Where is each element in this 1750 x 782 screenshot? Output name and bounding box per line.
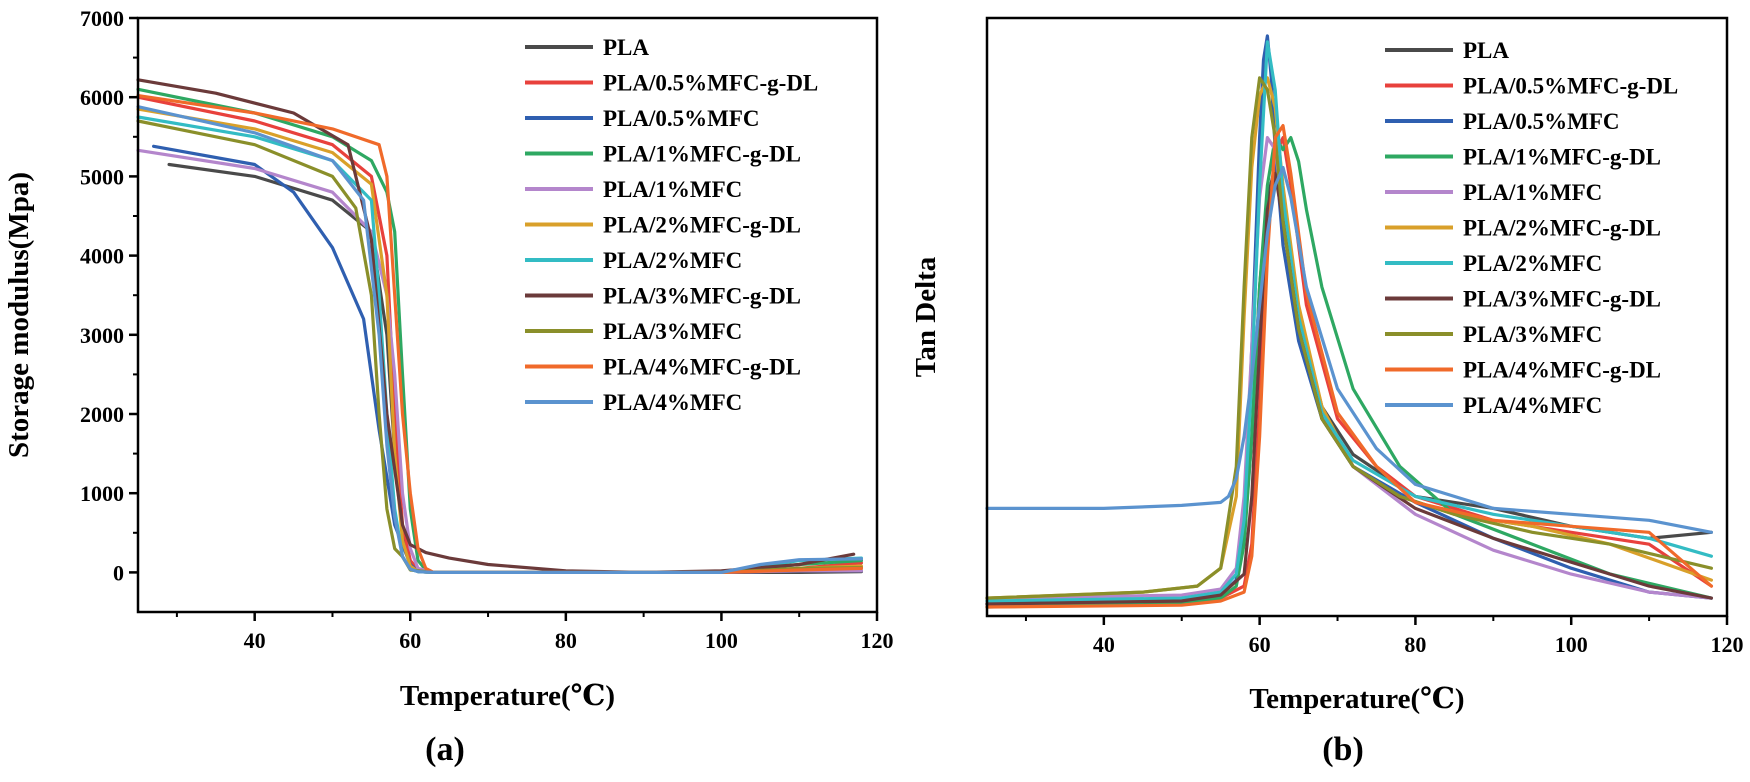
x-axis: 40 60 80 100 120 bbox=[1024, 616, 1744, 657]
legend-label: PLA/1%MFC-g-DL bbox=[603, 142, 801, 167]
legend-label: PLA/4%MFC bbox=[603, 390, 742, 415]
legend-label: PLA/4%MFC bbox=[1463, 393, 1602, 418]
legend-label: PLA/4%MFC-g-DL bbox=[1463, 358, 1661, 383]
y-tick-label: 4000 bbox=[80, 244, 124, 269]
series-lines bbox=[985, 34, 1714, 609]
x-tick-label: 60 bbox=[1249, 632, 1271, 657]
legend-label: PLA/0.5%MFC bbox=[603, 106, 760, 131]
x-tick-label: 100 bbox=[705, 628, 738, 653]
series-line-6 bbox=[985, 40, 1714, 603]
legend-label: PLA/1%MFC-g-DL bbox=[1463, 145, 1661, 170]
series-line-8 bbox=[136, 119, 864, 575]
series-line-9 bbox=[985, 123, 1714, 609]
x-axis-label: Temperature(℃) bbox=[1249, 683, 1464, 715]
legend-label: PLA/0.5%MFC bbox=[1463, 109, 1620, 134]
x-axis: 40 60 80 100 120 bbox=[175, 612, 894, 653]
series-line-10 bbox=[136, 105, 864, 575]
series-lines bbox=[136, 78, 864, 575]
legend-label: PLA bbox=[603, 35, 649, 60]
y-tick-label: 5000 bbox=[80, 164, 124, 189]
y-axis: 0 1000 2000 3000 4000 5000 6000 7000 bbox=[80, 6, 138, 585]
legend-label: PLA/0.5%MFC-g-DL bbox=[1463, 74, 1678, 99]
x-tick-label: 100 bbox=[1555, 632, 1588, 657]
panel-label-a: (a) bbox=[425, 731, 465, 768]
legend-label: PLA/1%MFC bbox=[603, 177, 742, 202]
y-tick-label: 2000 bbox=[80, 402, 124, 427]
y-axis-label: Tan Delta bbox=[910, 256, 942, 377]
legend-label: PLA/2%MFC bbox=[1463, 251, 1602, 276]
series-line-10 bbox=[985, 165, 1714, 534]
y-tick-label: 6000 bbox=[80, 85, 124, 110]
legend: PLA PLA/0.5%MFC-g-DL PLA/0.5%MFC PLA/1%MFC-… bbox=[1385, 38, 1678, 418]
plot-frame bbox=[985, 16, 1729, 618]
legend-label: PLA/3%MFC-g-DL bbox=[1463, 287, 1661, 312]
series-line-6 bbox=[136, 115, 864, 575]
x-tick-label: 60 bbox=[399, 628, 421, 653]
legend-label: PLA/3%MFC bbox=[603, 319, 742, 344]
x-tick-label: 80 bbox=[555, 628, 577, 653]
y-axis-label: Storage modulus(Mpa) bbox=[3, 172, 35, 458]
legend-label: PLA/0.5%MFC-g-DL bbox=[603, 71, 818, 96]
panel-label-b: (b) bbox=[1322, 731, 1364, 768]
series-line-5 bbox=[136, 107, 864, 575]
legend-label: PLA/3%MFC bbox=[1463, 322, 1602, 347]
plot-frame bbox=[136, 16, 879, 614]
panel-a-storage-modulus: 40 60 80 100 120 0 1000 2000 3000 4000 5000 6000 700… bbox=[3, 6, 894, 712]
y-tick-label: 1000 bbox=[80, 481, 124, 506]
x-tick-label: 40 bbox=[1093, 632, 1115, 657]
legend-label: PLA bbox=[1463, 38, 1509, 63]
x-tick-label: 120 bbox=[1711, 632, 1744, 657]
y-tick-label: 3000 bbox=[80, 323, 124, 348]
legend-label: PLA/1%MFC bbox=[1463, 180, 1602, 205]
x-tick-label: 40 bbox=[244, 628, 266, 653]
legend-label: PLA/2%MFC-g-DL bbox=[1463, 216, 1661, 241]
legend: PLA PLA/0.5%MFC-g-DL PLA/0.5%MFC PLA/1%MFC-… bbox=[525, 35, 818, 415]
y-tick-label: 7000 bbox=[80, 6, 124, 31]
x-tick-label: 120 bbox=[861, 628, 894, 653]
x-tick-label: 80 bbox=[1404, 632, 1426, 657]
legend-label: PLA/3%MFC-g-DL bbox=[603, 284, 801, 309]
legend-label: PLA/2%MFC bbox=[603, 248, 742, 273]
y-tick-label: 0 bbox=[113, 560, 124, 585]
x-axis-label: Temperature(℃) bbox=[400, 680, 615, 712]
legend-label: PLA/2%MFC-g-DL bbox=[603, 213, 801, 238]
legend-label: PLA/4%MFC-g-DL bbox=[603, 355, 801, 380]
